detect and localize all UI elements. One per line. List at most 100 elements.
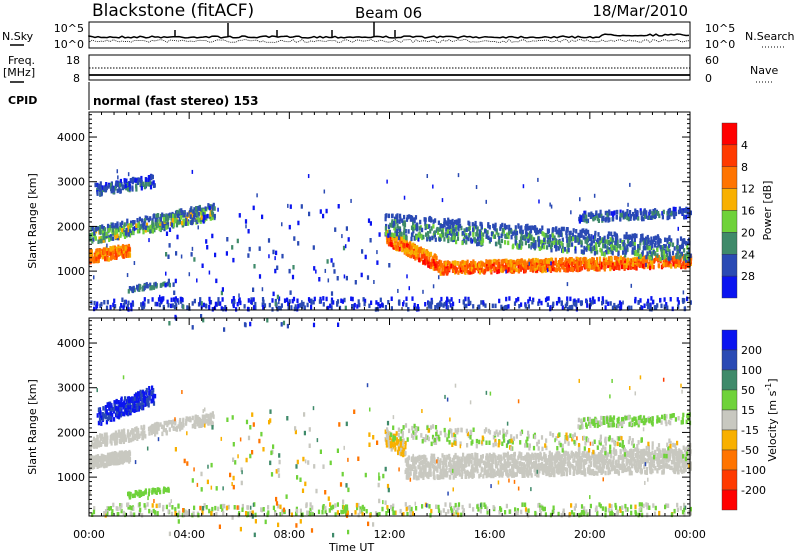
data-cell: [610, 265, 613, 270]
data-cell: [202, 219, 205, 224]
data-cell: [520, 258, 523, 264]
data-cell: [170, 222, 173, 227]
data-cell: [354, 280, 357, 285]
data-cell: [478, 229, 481, 234]
data-cell: [530, 242, 533, 247]
data-cell: [613, 255, 616, 261]
data-cell: [437, 275, 440, 280]
freq-unit-label: [MHz]: [3, 66, 35, 79]
data-cell: [142, 229, 145, 235]
data-cell: [511, 263, 515, 268]
data-cell: [97, 459, 100, 464]
data-cell: [214, 216, 216, 221]
data-cell: [209, 419, 213, 425]
data-cell: [635, 233, 638, 239]
data-cell: [659, 245, 662, 250]
data-cell: [91, 439, 94, 445]
data-cell: [147, 400, 150, 405]
data-cell: [127, 252, 130, 258]
data-cell: [132, 176, 135, 182]
data-cell: [115, 406, 118, 411]
data-cell: [116, 435, 119, 440]
data-cell: [127, 307, 130, 312]
data-cell: [651, 260, 654, 265]
data-cell: [574, 264, 577, 269]
data-cell: [664, 244, 668, 249]
data-cell: [406, 247, 409, 253]
data-cell: [193, 257, 196, 262]
data-cell: [549, 234, 552, 239]
data-cell: [403, 234, 406, 240]
data-cell: [651, 299, 655, 305]
data-cell: [201, 422, 204, 427]
data-cell: [579, 266, 582, 272]
data-cell: [127, 438, 131, 443]
data-cell: [429, 229, 432, 234]
data-cell: [455, 220, 458, 226]
colorbar-swatch: [721, 166, 738, 189]
data-cell: [207, 418, 210, 423]
data-cell: [574, 238, 577, 243]
data-cell: [261, 302, 264, 307]
data-cell: [91, 232, 94, 237]
data-cell: [138, 177, 141, 183]
data-cell: [119, 231, 122, 237]
data-cell: [524, 304, 527, 309]
data-cell: [458, 298, 461, 303]
data-cell: [526, 226, 529, 231]
data-cell: [179, 424, 182, 429]
data-cell: [637, 256, 640, 262]
data-cell: [117, 414, 120, 419]
data-cell: [404, 229, 407, 234]
data-cell: [639, 241, 642, 246]
data-cell: [114, 234, 117, 240]
data-cell: [616, 247, 619, 252]
data-cell: [101, 461, 104, 467]
data-cell: [116, 169, 119, 174]
data-cell: [609, 459, 612, 464]
data-cell: [448, 230, 451, 236]
data-cell: [209, 212, 212, 217]
data-cell: [115, 229, 118, 234]
data-cell: [685, 206, 688, 212]
data-cell: [180, 421, 183, 427]
data-cell: [592, 235, 595, 240]
nsearch-line: [88, 39, 690, 44]
data-cell: [517, 260, 520, 266]
data-cell: [537, 262, 540, 268]
data-cell: [431, 256, 434, 261]
data-cell: [128, 223, 131, 229]
data-cell: [120, 431, 123, 437]
data-cell: [278, 296, 281, 301]
data-cell: [471, 267, 474, 272]
data-cell: [548, 242, 551, 248]
data-cell: [426, 223, 429, 229]
data-cell: [616, 243, 619, 249]
nsky-tick: 10^0: [54, 38, 84, 51]
data-cell: [686, 296, 689, 302]
data-cell: [101, 412, 104, 417]
data-cell: [139, 225, 142, 230]
data-cell: [128, 186, 131, 191]
data-cell: [518, 244, 521, 249]
data-cell: [107, 257, 110, 262]
data-cell: [202, 212, 205, 217]
data-cell: [432, 284, 435, 289]
data-cell: [294, 304, 297, 309]
data-cell: [642, 263, 645, 269]
data-cell: [142, 301, 145, 306]
data-cell: [623, 256, 626, 261]
data-cell: [623, 246, 626, 251]
data-cell: [114, 183, 117, 188]
data-cell: [351, 304, 354, 309]
data-cell: [336, 276, 339, 281]
data-cell: [312, 245, 315, 250]
data-cell: [615, 256, 618, 261]
data-cell: [501, 222, 504, 228]
freq-label: Freq.: [8, 54, 35, 67]
data-cell: [191, 415, 194, 421]
data-cell: [648, 255, 651, 260]
data-cell: [419, 219, 422, 225]
data-cell: [122, 451, 125, 456]
data-cell: [531, 225, 534, 230]
